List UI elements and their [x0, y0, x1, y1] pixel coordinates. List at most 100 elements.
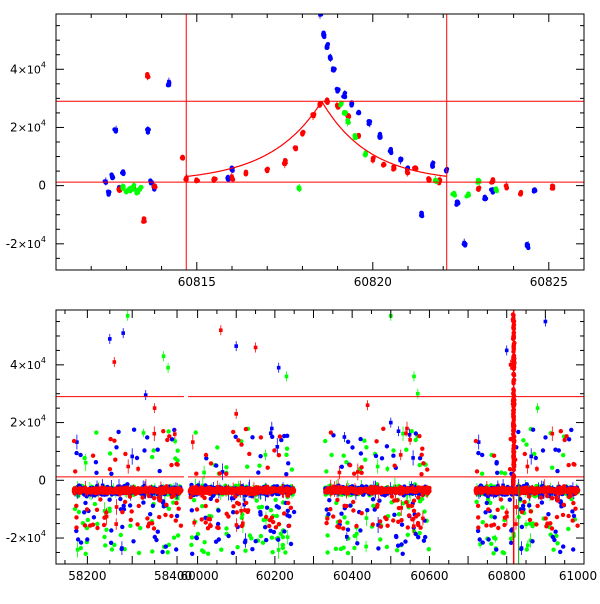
bottom-point-blue [116, 429, 121, 435]
bottom-point-red [272, 448, 277, 453]
bottom-point-green [189, 542, 194, 548]
top-point-red [293, 146, 298, 152]
bottom-outlier-blue [396, 429, 401, 433]
top-point-blue [335, 88, 341, 93]
bottom-outlier-green [412, 374, 416, 379]
bottom-point-blue [543, 435, 548, 440]
bottom-point-blue [220, 470, 225, 474]
bottom-point-red [244, 500, 249, 506]
bottom-point-blue [160, 549, 165, 555]
bottom-point-blue [194, 535, 199, 541]
bottom-point-red [199, 517, 204, 522]
bottom-point-blue [345, 535, 349, 539]
bottom-point-red [335, 497, 340, 503]
bottom-point-red [267, 517, 273, 523]
bottom-point-green [474, 499, 479, 504]
bottom-point-blue [492, 515, 497, 520]
bottom-point-red [145, 516, 150, 521]
bottom-outlier-red [508, 363, 513, 367]
top-point-green [353, 133, 358, 139]
bottom-point-red [542, 485, 547, 490]
bottom-point-red-band [140, 488, 146, 493]
bottom-outlier-green [535, 406, 540, 410]
bottom-point-red [374, 439, 379, 444]
bottom-point-blue [119, 546, 124, 552]
bottom-point-blue [163, 544, 168, 549]
bottom-point-red [239, 523, 244, 529]
bottom-point-blue [107, 497, 112, 502]
bottom-point-green [284, 446, 290, 451]
bottom-point-green [136, 550, 142, 556]
bottom-point-green [338, 546, 344, 552]
top-xtick-label-1: 60820 [354, 275, 392, 289]
bottom-point-green [333, 546, 339, 551]
bottom-point-green [166, 506, 172, 511]
bottom-point-red [135, 522, 140, 527]
bottom-point-blue [142, 448, 147, 453]
bottom-point-blue [507, 497, 512, 502]
bottom-point-green [102, 534, 107, 540]
bottom-point-green [191, 498, 197, 503]
bottom-point-blue [226, 533, 231, 539]
bottom-point-red-band [287, 487, 292, 492]
bottom-point-blue [214, 463, 219, 468]
bottom-point-green [342, 515, 347, 520]
bottom-point-red [545, 493, 550, 499]
bottom-point-red [351, 508, 356, 513]
bottom-point-red [286, 500, 291, 506]
bottom-point-blue [423, 534, 428, 540]
top-point-green [131, 182, 137, 188]
bottom-point-red [545, 521, 550, 526]
bottom-point-blue [399, 542, 404, 547]
top-point-red [153, 184, 158, 190]
bottom-point-blue [529, 454, 533, 459]
top-point-blue [398, 156, 403, 162]
bottom-point-red [527, 517, 533, 523]
bottom-point-blue [516, 429, 521, 435]
bottom-point-green [150, 549, 155, 554]
bottom-point-blue [288, 541, 294, 547]
bottom-xtick-label-6: 60800 [488, 569, 526, 583]
bottom-point-green [555, 541, 560, 546]
top-point-red [324, 97, 330, 102]
bottom-point-blue [358, 436, 363, 442]
bottom-point-red [399, 518, 404, 523]
bottom-point-red [217, 471, 222, 476]
bottom-point-blue [256, 470, 261, 475]
bottom-point-red-band [176, 486, 181, 491]
bottom-point-blue [476, 440, 481, 444]
bottom-point-red [535, 467, 539, 471]
bottom-xtick-label-4: 60400 [333, 569, 371, 583]
bottom-point-green [112, 542, 117, 548]
bottom-point-red-band [265, 484, 270, 489]
bottom-point-green [391, 448, 396, 453]
bottom-point-blue [145, 435, 150, 440]
top-point-green [465, 193, 470, 198]
bottom-point-green [493, 536, 498, 541]
bottom-point-red [543, 516, 548, 521]
bottom-point-green [107, 508, 112, 514]
bottom-xtick-label-1: 58400 [154, 569, 192, 583]
bottom-point-green [76, 509, 82, 515]
bottom-point-blue [155, 447, 160, 452]
bottom-point-blue [264, 537, 269, 543]
bottom-point-red [378, 524, 383, 529]
bottom-point-red-band [129, 489, 134, 494]
bottom-point-blue [494, 460, 499, 465]
bottom-point-red [152, 431, 157, 436]
bottom-point-green [104, 527, 109, 532]
bottom-point-red [378, 519, 383, 524]
bottom-point-red [239, 509, 243, 513]
bottom-point-blue [250, 435, 255, 440]
bottom-point-red-band [90, 489, 95, 494]
bottom-point-green [258, 533, 264, 539]
bottom-point-red [420, 446, 425, 451]
top-point-blue [526, 245, 531, 251]
bottom-point-blue [355, 541, 360, 546]
bottom-point-red [84, 507, 90, 512]
bottom-point-red-band [221, 486, 226, 492]
top-point-blue [332, 66, 337, 72]
bottom-point-red [108, 436, 113, 442]
bottom-point-red [352, 471, 357, 476]
bottom-point-red-band [212, 489, 218, 495]
